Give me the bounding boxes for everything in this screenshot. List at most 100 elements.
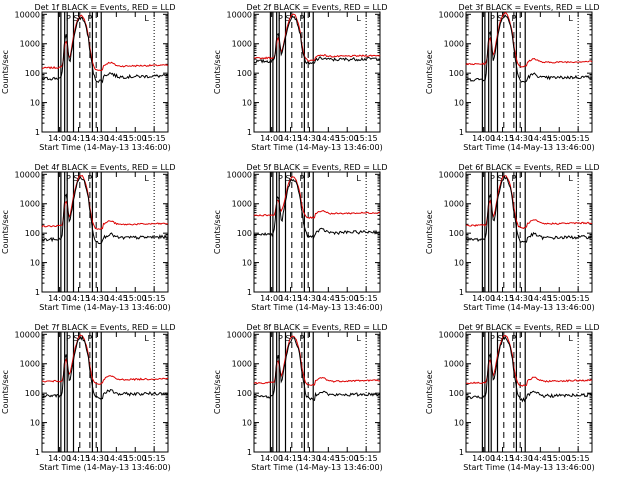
lld-series-line xyxy=(253,176,380,219)
events-series-line xyxy=(253,178,381,240)
y-tick-label: 100 xyxy=(237,389,252,398)
marker-letter: L xyxy=(144,14,149,23)
chart-title: Det 4f BLACK = Events, RED = LLD xyxy=(34,163,175,172)
marker-letter: L xyxy=(356,14,361,23)
y-axis-label: Counts/sec xyxy=(425,210,434,254)
x-tick-label: 14:15 xyxy=(279,134,302,143)
marker-letter: P xyxy=(278,174,283,183)
chart-panel: Det 3f BLACK = Events, RED = LLD Counts/s… xyxy=(425,3,600,152)
plot-frame xyxy=(253,331,381,453)
x-tick-label: 15:15 xyxy=(567,454,590,463)
chart-title: Det 7f BLACK = Events, RED = LLD xyxy=(34,323,175,332)
chart-title: Det 5f BLACK = Events, RED = LLD xyxy=(246,163,387,172)
y-tick-label: 1000 xyxy=(232,40,252,49)
marker-letter: L xyxy=(356,334,361,343)
y-tick-label: 100 xyxy=(25,69,40,78)
chart-title: Det 2f BLACK = Events, RED = LLD xyxy=(246,3,387,12)
y-tick-label: 10000 xyxy=(15,10,40,19)
y-tick-label: 1 xyxy=(459,288,464,297)
chart-panel: Det 8f BLACK = Events, RED = LLD Counts/s… xyxy=(213,323,388,472)
y-tick-label: 10000 xyxy=(439,10,464,19)
y-tick-label: 1000 xyxy=(232,360,252,369)
x-tick-label: 15:15 xyxy=(355,134,378,143)
marker-letter: P xyxy=(490,14,495,23)
events-series-line xyxy=(253,337,381,401)
x-tick-label: 14:15 xyxy=(279,454,302,463)
marker-letter: S xyxy=(73,174,78,183)
marker-letter: P xyxy=(87,334,92,343)
x-tick-label: 14:30 xyxy=(298,294,321,303)
y-tick-label: 1 xyxy=(247,288,252,297)
marker-letter: P xyxy=(278,14,283,23)
y-axis-label: Counts/sec xyxy=(425,370,434,414)
y-tick-label: 10000 xyxy=(227,10,252,19)
marker-letter: P xyxy=(511,14,516,23)
x-tick-label: 14:00 xyxy=(472,134,495,143)
y-tick-label: 100 xyxy=(237,69,252,78)
x-tick-label: 14:45 xyxy=(105,454,128,463)
x-tick-label: 15:00 xyxy=(336,294,359,303)
x-tick-label: 14:30 xyxy=(86,134,109,143)
y-tick-label: 1000 xyxy=(232,200,252,209)
x-tick-label: 14:30 xyxy=(86,294,109,303)
x-tick-label: 14:00 xyxy=(472,454,495,463)
x-tick-label: 15:15 xyxy=(567,134,590,143)
marker-letter: S xyxy=(73,334,78,343)
marker-letter: S xyxy=(285,334,290,343)
plot-frame xyxy=(253,11,381,133)
x-tick-label: 14:15 xyxy=(67,454,90,463)
x-tick-label: 15:15 xyxy=(355,294,378,303)
x-tick-label: 14:30 xyxy=(298,454,321,463)
y-tick-label: 1000 xyxy=(20,40,40,49)
marker-letter: L xyxy=(568,174,573,183)
marker-letter: S xyxy=(497,174,502,183)
x-tick-label: 15:00 xyxy=(548,454,571,463)
x-tick-label: 14:00 xyxy=(260,454,283,463)
x-tick-label: 15:00 xyxy=(124,294,147,303)
x-tick-label: 15:15 xyxy=(143,294,166,303)
chart-panel: Det 7f BLACK = Events, RED = LLD Counts/s… xyxy=(1,323,176,472)
y-tick-label: 10 xyxy=(242,259,252,268)
marker-letter: P xyxy=(490,334,495,343)
marker-letter: P xyxy=(299,174,304,183)
marker-letter: P xyxy=(299,334,304,343)
y-tick-label: 1000 xyxy=(444,200,464,209)
x-tick-label: 15:15 xyxy=(143,454,166,463)
x-tick-label: 14:45 xyxy=(529,454,552,463)
chart-title: Det 6f BLACK = Events, RED = LLD xyxy=(458,163,599,172)
y-tick-label: 10 xyxy=(30,99,40,108)
chart-panel: Det 9f BLACK = Events, RED = LLD Counts/s… xyxy=(425,323,600,472)
chart-panel: Det 4f BLACK = Events, RED = LLD Counts/s… xyxy=(1,163,176,312)
y-tick-label: 10 xyxy=(30,259,40,268)
x-tick-label: 14:30 xyxy=(510,134,533,143)
marker-letter: P xyxy=(66,174,71,183)
x-tick-label: 14:30 xyxy=(510,454,533,463)
plot-frame xyxy=(41,11,169,133)
marker-letter: P xyxy=(278,334,283,343)
marker-letter: P xyxy=(299,14,304,23)
y-tick-label: 10000 xyxy=(227,170,252,179)
y-axis-label: Counts/sec xyxy=(213,370,222,414)
events-series-line xyxy=(41,335,169,400)
y-tick-label: 1 xyxy=(35,128,40,137)
x-tick-label: 14:15 xyxy=(67,134,90,143)
x-tick-label: 14:45 xyxy=(317,454,340,463)
x-tick-label: 14:00 xyxy=(260,134,283,143)
y-tick-label: 1000 xyxy=(20,360,40,369)
x-axis-label: Start Time (14-May-13 13:46:00) xyxy=(39,303,170,312)
y-tick-label: 100 xyxy=(25,389,40,398)
x-axis-label: Start Time (14-May-13 13:46:00) xyxy=(463,143,594,152)
x-tick-label: 14:30 xyxy=(86,454,109,463)
y-axis-label: Counts/sec xyxy=(425,50,434,94)
x-tick-label: 14:45 xyxy=(105,294,128,303)
x-tick-label: 14:45 xyxy=(317,294,340,303)
marker-letter: L xyxy=(144,334,149,343)
y-tick-label: 100 xyxy=(449,229,464,238)
y-tick-label: 10 xyxy=(30,419,40,428)
y-tick-label: 1 xyxy=(35,288,40,297)
chart-title: Det 8f BLACK = Events, RED = LLD xyxy=(246,323,387,332)
x-tick-label: 15:00 xyxy=(124,134,147,143)
y-tick-label: 1 xyxy=(459,448,464,457)
y-tick-label: 10000 xyxy=(227,330,252,339)
